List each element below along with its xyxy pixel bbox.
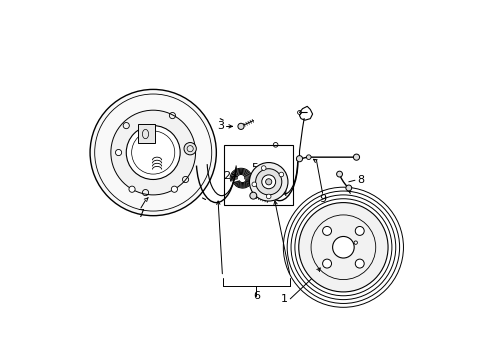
Circle shape [183, 143, 196, 155]
Circle shape [298, 203, 387, 292]
Text: 3: 3 [216, 121, 223, 131]
Circle shape [255, 169, 281, 195]
Circle shape [296, 156, 302, 162]
Text: 2: 2 [223, 171, 230, 181]
Circle shape [251, 182, 256, 186]
Circle shape [355, 259, 364, 268]
Circle shape [322, 259, 331, 268]
Text: 4: 4 [280, 188, 287, 198]
Circle shape [266, 194, 270, 199]
Circle shape [126, 126, 180, 180]
Text: 7: 7 [137, 209, 144, 219]
Circle shape [90, 89, 216, 216]
Circle shape [345, 185, 351, 191]
Circle shape [171, 186, 177, 192]
Circle shape [111, 110, 195, 195]
Text: 6: 6 [252, 291, 259, 301]
Circle shape [332, 237, 353, 258]
Circle shape [306, 155, 310, 159]
Text: 5: 5 [251, 163, 258, 173]
Bar [138, 124, 154, 143]
Circle shape [129, 186, 135, 192]
Circle shape [336, 171, 342, 177]
Circle shape [249, 192, 256, 199]
Circle shape [261, 166, 265, 170]
Bar [224, 145, 293, 205]
Text: 9: 9 [318, 194, 325, 204]
Circle shape [353, 241, 357, 244]
Circle shape [279, 172, 283, 177]
Text: 1: 1 [280, 294, 287, 304]
Circle shape [322, 226, 331, 235]
Circle shape [355, 226, 364, 235]
Circle shape [353, 154, 359, 160]
Circle shape [115, 149, 122, 156]
Text: 8: 8 [357, 175, 364, 185]
Circle shape [238, 123, 244, 130]
Circle shape [261, 175, 275, 189]
Circle shape [249, 163, 287, 201]
Circle shape [265, 179, 271, 185]
